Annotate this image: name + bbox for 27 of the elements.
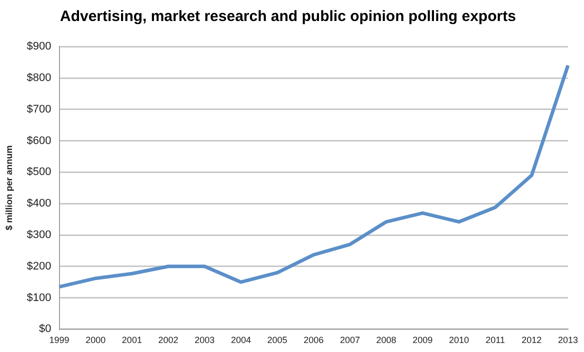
x-tick-label: 2010 bbox=[448, 335, 469, 346]
x-tick-label: 2013 bbox=[558, 335, 578, 346]
y-tick-label: $800 bbox=[26, 72, 52, 84]
chart-title: Advertising, market research and public opinion polling exports bbox=[60, 8, 516, 25]
x-tick-label: 2012 bbox=[522, 335, 542, 346]
y-tick-label: $400 bbox=[26, 198, 52, 210]
y-tick-label: $300 bbox=[26, 229, 52, 242]
y-tick-label: $100 bbox=[26, 292, 52, 304]
x-tick-label: 2007 bbox=[340, 335, 360, 346]
y-tick-label: $600 bbox=[26, 134, 52, 147]
y-axis-title: $ million per annum bbox=[4, 145, 14, 230]
x-tick-label: 2011 bbox=[486, 335, 505, 346]
y-tick-label: $0 bbox=[39, 323, 52, 336]
y-tick-label: $900 bbox=[26, 40, 52, 53]
x-tick-label: 1999 bbox=[49, 335, 70, 346]
y-tick-label: $700 bbox=[26, 103, 52, 116]
x-tick-label: 2000 bbox=[86, 335, 106, 346]
x-tick-label: 2002 bbox=[158, 335, 178, 346]
x-tick-label: 2009 bbox=[412, 335, 433, 346]
x-tick-label: 2003 bbox=[194, 335, 215, 346]
y-tick-label: $500 bbox=[26, 166, 52, 178]
x-tick-label: 2004 bbox=[230, 335, 251, 346]
x-tick-label: 2008 bbox=[376, 335, 396, 346]
x-tick-label: 2005 bbox=[267, 335, 288, 346]
y-tick-label: $200 bbox=[26, 260, 52, 272]
x-tick-label: 2001 bbox=[122, 335, 142, 346]
x-tick-label: 2006 bbox=[304, 335, 324, 346]
